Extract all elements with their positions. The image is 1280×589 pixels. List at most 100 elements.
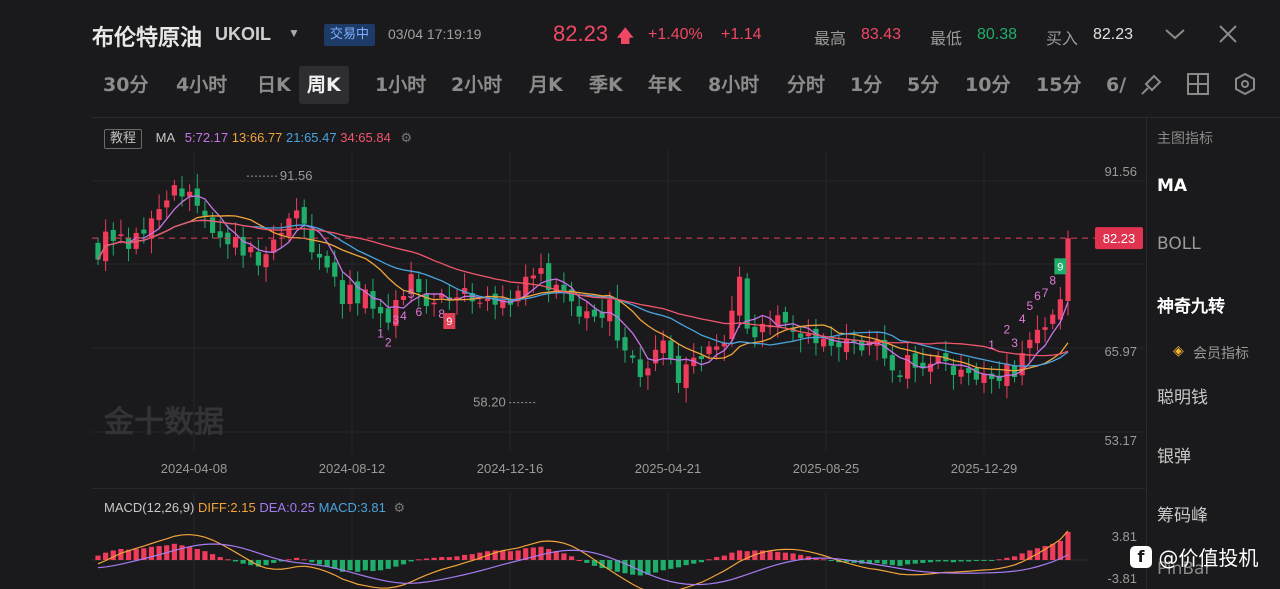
tab-8[interactable]: 年K: [648, 74, 682, 96]
ma5-line: [97, 195, 1069, 378]
macd-bar: [324, 560, 330, 567]
tab-1[interactable]: 4小时: [176, 74, 228, 96]
tab-7[interactable]: 季K: [589, 74, 623, 96]
macd-bar: [454, 556, 460, 560]
macd-bar: [637, 560, 643, 576]
sidebar-item-pinbar[interactable]: PinBar: [1157, 559, 1212, 579]
macd-bar: [141, 548, 147, 560]
candle-body: [645, 368, 651, 376]
macd-bar: [1065, 532, 1071, 560]
macd-bar: [798, 554, 804, 560]
layout-grid-icon[interactable]: [1186, 72, 1210, 101]
tab-5[interactable]: 2小时: [451, 74, 503, 96]
candle-body: [316, 253, 323, 258]
sidebar-item-ma[interactable]: MA: [1157, 176, 1188, 196]
macd-axis-top: 3.81: [1112, 529, 1137, 544]
macd-bar: [209, 554, 216, 560]
sidebar-item-smart-money[interactable]: 聪明钱: [1157, 388, 1208, 408]
macd-bar: [446, 557, 452, 560]
tab-6[interactable]: 月K: [529, 74, 563, 96]
macd-bar: [622, 560, 628, 574]
tab-4[interactable]: 1小时: [375, 74, 427, 96]
sidebar-item-td9[interactable]: 神奇九转: [1157, 297, 1225, 317]
candle-body: [950, 366, 957, 376]
macd-bar: [507, 551, 514, 560]
candle-body: [736, 276, 743, 316]
settings-hexagon-icon[interactable]: [1233, 72, 1257, 101]
macd-bar: [958, 560, 964, 562]
candle-body: [232, 236, 239, 248]
current-price-tag-label: 82.23: [1103, 231, 1136, 246]
macd-bar: [118, 548, 124, 560]
low-label: 最低: [930, 29, 963, 48]
candle-body: [393, 300, 399, 326]
macd-bar: [1042, 546, 1048, 560]
x-tick-label: 2025-08-25: [793, 461, 860, 476]
td9-label: 9: [446, 316, 452, 328]
macd-bar: [584, 560, 590, 563]
candle-body: [813, 328, 819, 344]
candle-body: [179, 188, 185, 197]
candle-body: [828, 338, 834, 346]
candle-body: [912, 353, 918, 368]
macd-bar: [714, 557, 720, 560]
candle-body: [637, 359, 643, 377]
draw-tool-icon[interactable]: [1138, 72, 1164, 103]
symbol-selector[interactable]: UKOIL: [215, 24, 271, 44]
macd-bar: [1050, 543, 1056, 560]
macd-bar: [668, 560, 674, 569]
indicator-sidebar: 主图指标 MA BOLL 神奇九转 ◈ 会员指标 聪明钱 银弹 筹码峰 PinB…: [1146, 118, 1280, 589]
chevron-down-icon[interactable]: ▼: [288, 26, 300, 40]
tab-10[interactable]: 分时: [787, 74, 826, 96]
tab-15[interactable]: 6/: [1106, 74, 1127, 96]
td9-label: 3: [1011, 336, 1018, 350]
candle-body: [530, 275, 536, 279]
macd-bar: [217, 557, 223, 560]
tab-13[interactable]: 10分: [965, 74, 1011, 96]
sidebar-item-silver-bullet[interactable]: 银弹: [1157, 447, 1191, 467]
macd-bar: [194, 548, 200, 560]
macd-bar: [820, 559, 827, 561]
candle-body: [752, 326, 758, 338]
sidebar-item-boll[interactable]: BOLL: [1157, 234, 1201, 254]
macd-bar: [866, 560, 873, 564]
candle-body: [820, 338, 827, 347]
settings-icon[interactable]: ⚙: [400, 130, 413, 145]
chart-top-divider: [92, 117, 1280, 118]
tab-3[interactable]: 周K: [299, 66, 349, 104]
tab-11[interactable]: 1分: [850, 74, 883, 96]
candle-body: [400, 296, 407, 301]
change-percent: +1.40%: [648, 26, 703, 43]
tab-14[interactable]: 15分: [1036, 74, 1082, 96]
macd-bar: [148, 546, 155, 560]
sidebar-item-chip-peak[interactable]: 筹码峰: [1157, 506, 1208, 526]
buy-label: 买入: [1046, 29, 1079, 48]
candle-body: [538, 268, 544, 274]
candle-body: [263, 254, 269, 268]
macd-bar: [355, 560, 361, 572]
tab-2[interactable]: 日K: [257, 74, 291, 96]
tab-0[interactable]: 30分: [103, 74, 149, 96]
close-icon[interactable]: [1216, 22, 1240, 52]
settings-icon[interactable]: ⚙: [393, 500, 406, 515]
tutorial-button[interactable]: 教程: [104, 129, 143, 149]
macd-bar: [736, 550, 743, 560]
chevron-down-icon[interactable]: [1163, 22, 1187, 52]
macd-bar: [515, 550, 521, 560]
quote-timestamp: 03/04 17:19:19: [388, 26, 482, 42]
candle-body: [187, 191, 193, 197]
macd-bar: [400, 560, 407, 565]
td9-label: 7: [1042, 286, 1049, 300]
macd-bar: [706, 559, 712, 561]
macd-bar: [263, 560, 269, 566]
td9-badge: [443, 313, 456, 330]
ma13-value: 13:66.77: [231, 130, 283, 145]
macd-legend: MACD(12,26,9) DIFF:2.15 DEA:0.25 MACD:3.…: [104, 498, 405, 518]
macd-bar: [744, 551, 750, 560]
macd-bar: [927, 560, 934, 563]
diamond-icon: ◈: [1173, 342, 1184, 358]
tab-12[interactable]: 5分: [907, 74, 940, 96]
tab-9[interactable]: 8小时: [708, 74, 760, 96]
macd-bar: [439, 557, 445, 560]
